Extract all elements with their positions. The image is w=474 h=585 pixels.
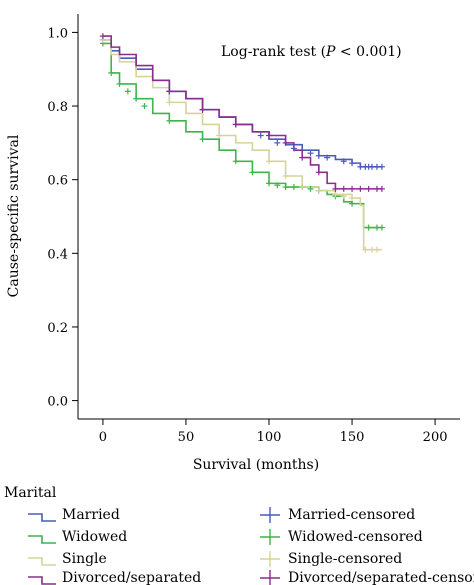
censor-mark-single-censored [216, 132, 223, 139]
censor-mark-divorced-separated-censored [349, 185, 356, 192]
censor-mark-widowed-censored [365, 224, 372, 231]
x-tick-label: 50 [178, 430, 195, 445]
censor-mark-widowed-censored [307, 185, 314, 192]
legend-swatch-divorced-separated [28, 576, 56, 585]
censor-mark-single-censored [166, 99, 173, 106]
legend: Married Widowed Single Divorced/separated Ma… [28, 507, 474, 585]
censor-mark-single-censored [315, 187, 322, 194]
censor-mark-married-censored [324, 154, 331, 161]
legend-swatch-married [28, 513, 56, 522]
censor-mark-widowed-censored [378, 224, 385, 231]
curve-widowed [102, 42, 382, 229]
censor-mark-divorced-separated-censored [99, 33, 106, 40]
x-axis-label: Survival (months) [193, 457, 319, 473]
y-tick-label: 1.0 [47, 26, 68, 41]
legend-label: Divorced/separated [62, 570, 201, 585]
curve-divorced-separated [102, 35, 382, 190]
censor-mark-married-censored [257, 132, 264, 139]
x-ticks: 0 50 100 150 200 [99, 419, 448, 445]
legend-label: Single-censored [288, 551, 402, 567]
censor-mark-single-censored [266, 158, 272, 165]
censor-mark-widowed-censored [290, 184, 297, 191]
censor-mark-widowed-censored [274, 182, 281, 189]
curve-single [102, 38, 382, 251]
censor-mark-divorced-separated-censored [378, 185, 385, 192]
censor-mark-widowed-censored [108, 69, 115, 76]
censor-mark-divorced-separated-censored [357, 185, 364, 192]
censor-mark-single-censored [362, 246, 369, 253]
censor-mark-divorced-separated-censored [166, 88, 173, 95]
censor-mark-single-censored [340, 193, 347, 200]
censor-mark-divorced-separated-censored [199, 106, 206, 113]
y-ticks: 0.0 0.2 0.4 0.6 0.8 1.0 [47, 26, 78, 410]
censor-mark-divorced-separated-censored [232, 121, 239, 128]
legend-label: Widowed-censored [288, 529, 423, 545]
legend-title: Marital [4, 485, 57, 501]
legend-swatch-married-censored [260, 507, 280, 523]
censor-mark-divorced-separated-censored [365, 185, 372, 192]
censor-mark-single-censored [349, 195, 356, 202]
y-tick-label: 0.0 [47, 395, 68, 410]
legend-swatch-single-censored [260, 551, 280, 567]
censor-mark-married-censored [307, 150, 314, 157]
x-tick-label: 0 [99, 430, 107, 445]
legend-label: Divorced/separated-censored [288, 570, 474, 585]
censor-mark-single-censored [332, 191, 339, 198]
censor-mark-married-censored [340, 158, 347, 165]
y-tick-label: 0.8 [47, 100, 68, 115]
censor-mark-widowed-censored [232, 158, 239, 165]
censor-mark-divorced-separated-censored [299, 154, 306, 161]
censor-mark-widowed-censored [141, 103, 148, 110]
y-axis-label: Cause-specific survival [6, 134, 22, 297]
legend-label: Widowed [62, 529, 127, 545]
censor-mark-widowed-censored [116, 80, 123, 87]
censor-marks [99, 33, 385, 253]
censor-mark-divorced-separated-censored [315, 169, 322, 176]
censor-mark-divorced-separated-censored [282, 139, 289, 146]
legend-label: Married-censored [288, 507, 415, 523]
censor-mark-married-censored [378, 163, 385, 170]
legend-swatch-widowed-censored [260, 529, 280, 545]
survival-curves [102, 35, 382, 251]
y-tick-label: 0.6 [47, 174, 68, 189]
x-tick-label: 150 [340, 430, 365, 445]
censor-mark-widowed-censored [282, 184, 289, 191]
censor-mark-single-censored [282, 173, 289, 179]
x-tick-label: 200 [423, 430, 448, 445]
logrank-annotation: Log-rank test (P < 0.001) [221, 44, 402, 60]
censor-mark-widowed-censored [266, 180, 272, 187]
censor-mark-widowed-censored [249, 169, 256, 176]
censor-mark-married-censored [349, 160, 356, 167]
censor-mark-widowed-censored [133, 95, 140, 102]
censor-mark-married-censored [290, 145, 297, 152]
legend-swatch-widowed [28, 535, 56, 544]
censor-mark-married-censored [274, 139, 281, 146]
censor-mark-single-censored [299, 184, 306, 191]
censor-mark-divorced-separated-censored [266, 132, 272, 139]
censor-mark-widowed-censored [349, 200, 356, 207]
y-tick-label: 0.2 [47, 321, 68, 336]
censor-mark-divorced-separated-censored [332, 185, 339, 192]
legend-label: Single [62, 551, 107, 567]
censor-mark-single-censored [373, 246, 380, 253]
censor-mark-widowed-censored [199, 136, 206, 143]
y-tick-label: 0.4 [47, 247, 68, 262]
legend-label: Married [62, 507, 120, 523]
censor-mark-widowed-censored [166, 117, 173, 124]
x-tick-label: 100 [257, 430, 282, 445]
censor-mark-divorced-separated-censored [340, 185, 347, 192]
censor-mark-widowed-censored [124, 88, 131, 95]
legend-swatch-divorced-separated-censored [260, 570, 280, 585]
legend-swatch-single [28, 557, 56, 566]
censor-mark-married-censored [315, 152, 322, 159]
